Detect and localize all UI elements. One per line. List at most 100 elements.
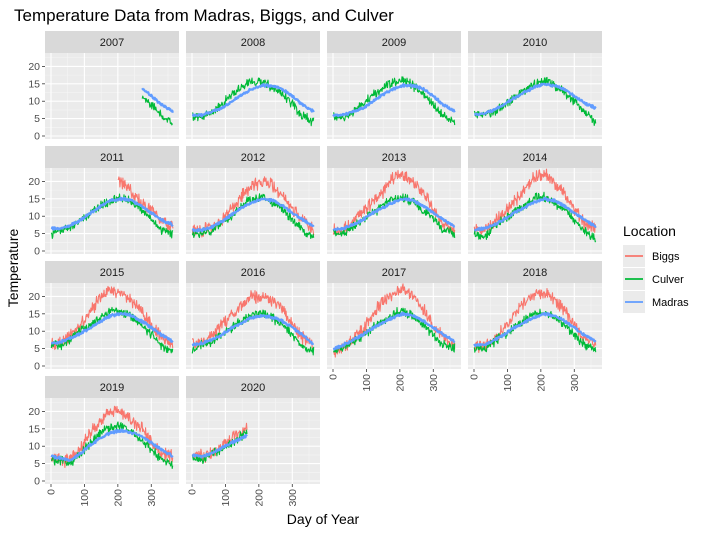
facet-strip (327, 261, 461, 283)
panel-background (327, 283, 461, 369)
y-tick-label: 15 (28, 78, 40, 90)
series-line-madras (332, 197, 456, 232)
facet-strip-label: 2009 (382, 37, 406, 49)
series-line-madras (473, 196, 597, 232)
legend-title: Location (623, 223, 676, 239)
series-line-madras (332, 82, 456, 118)
legend-label: Culver (652, 274, 684, 286)
series-line-madras (332, 311, 456, 351)
y-tick-label: 10 (28, 441, 40, 453)
y-tick-label: 20 (28, 61, 40, 73)
series-line-culver (332, 193, 456, 238)
panel-background (468, 53, 602, 139)
y-tick-label: 0 (34, 361, 40, 373)
facet-strip-label: 2016 (241, 267, 265, 279)
x-tick-label: 300 (569, 374, 581, 392)
facet-strip (186, 376, 320, 398)
facet-strip-label: 2020 (241, 382, 265, 394)
facet-strip-label: 2010 (523, 37, 547, 49)
series-line-biggs (332, 170, 456, 236)
facet-panel-2007: 2007 0 5 10 15 20 (28, 31, 179, 143)
y-tick-label: 10 (28, 211, 40, 223)
y-tick-label: 5 (34, 113, 40, 125)
x-tick-label: 100 (502, 374, 514, 392)
facet-strip (45, 31, 179, 53)
facet-panel-2012: 2012 (186, 146, 320, 254)
panel-grid (468, 53, 602, 139)
series-line-culver (333, 306, 456, 354)
x-tick-label: 0 (46, 489, 58, 495)
x-tick-label: 100 (79, 489, 91, 507)
facet-panel-2009: 2009 (327, 31, 461, 139)
x-tick-label: 300 (287, 489, 299, 507)
legend-items: Biggs Culver Madras (623, 245, 689, 313)
facet-panel-2010: 2010 (468, 31, 602, 139)
legend: Location Biggs Culver Madras (623, 223, 689, 313)
facet-strip-label: 2015 (100, 267, 124, 279)
series-line-biggs (473, 168, 597, 235)
series-line-culver (191, 309, 315, 356)
y-tick-label: 20 (28, 176, 40, 188)
facet-strip (186, 261, 320, 283)
panel-background (468, 283, 602, 369)
panel-grid (186, 283, 320, 369)
series-line-madras (191, 197, 315, 233)
x-tick-label: 0 (187, 489, 199, 495)
y-tick-label: 20 (28, 291, 40, 303)
x-axis-title: Day of Year (287, 511, 360, 527)
series-line-madras (473, 82, 597, 117)
series-line-madras (191, 82, 315, 118)
x-tick-label: 200 (394, 374, 406, 392)
y-tick-label: 10 (28, 96, 40, 108)
x-tick-label: 100 (220, 489, 232, 507)
series-line-culver (50, 421, 174, 469)
y-tick-label: 15 (28, 423, 40, 435)
y-tick-label: 0 (34, 476, 40, 488)
facet-strip (468, 261, 602, 283)
facet-strip-label: 2017 (382, 267, 406, 279)
y-tick-label: 0 (34, 131, 40, 143)
series-line-culver (332, 76, 456, 126)
panel-background (327, 53, 461, 139)
y-tick-label: 5 (34, 228, 40, 240)
y-tick-label: 0 (34, 246, 40, 258)
y-tick-label: 15 (28, 193, 40, 205)
facet-strip-label: 2013 (382, 152, 406, 164)
facet-strip (186, 31, 320, 53)
y-tick-label: 10 (28, 326, 40, 338)
facet-panel-2011: 2011 0 5 10 15 20 (28, 146, 179, 258)
facet-panel-2018: 2018 0 100 200 300 (468, 261, 602, 392)
facet-strip-label: 2008 (241, 37, 265, 49)
facet-strip-label: 2011 (100, 152, 124, 164)
facet-strip-label: 2018 (523, 267, 547, 279)
x-tick-label: 0 (469, 374, 481, 380)
x-tick-label: 300 (146, 489, 158, 507)
series-line-madras (473, 312, 597, 348)
facet-strip (468, 31, 602, 53)
series-line-madras (191, 433, 248, 459)
facet-strip (327, 146, 461, 168)
series-line-culver (191, 193, 315, 240)
panel-background (186, 53, 320, 139)
y-tick-label: 5 (34, 343, 40, 355)
facet-panel-2015: 2015 0 5 10 15 20 (28, 261, 179, 373)
panel-background (186, 398, 320, 484)
facet-strip (45, 146, 179, 168)
facet-panel-2020: 2020 0 100 200 300 (186, 376, 320, 507)
legend-label: Madras (652, 297, 689, 309)
series-line-madras (50, 196, 174, 231)
x-tick-label: 300 (428, 374, 440, 392)
facet-panel-2013: 2013 (327, 146, 461, 254)
facet-panel-2016: 2016 (186, 261, 320, 369)
series-line-madras (141, 87, 174, 114)
facet-strip-label: 2012 (241, 152, 265, 164)
y-tick-label: 5 (34, 458, 40, 470)
series-line-culver (141, 95, 173, 126)
panel-grid (45, 53, 179, 139)
panel-background (45, 53, 179, 139)
facet-strip-label: 2019 (100, 382, 124, 394)
legend-label: Biggs (652, 251, 680, 263)
